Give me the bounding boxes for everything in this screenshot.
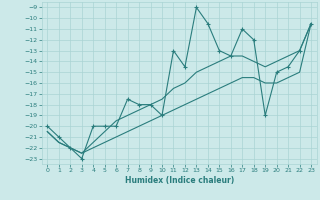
- X-axis label: Humidex (Indice chaleur): Humidex (Indice chaleur): [124, 176, 234, 185]
